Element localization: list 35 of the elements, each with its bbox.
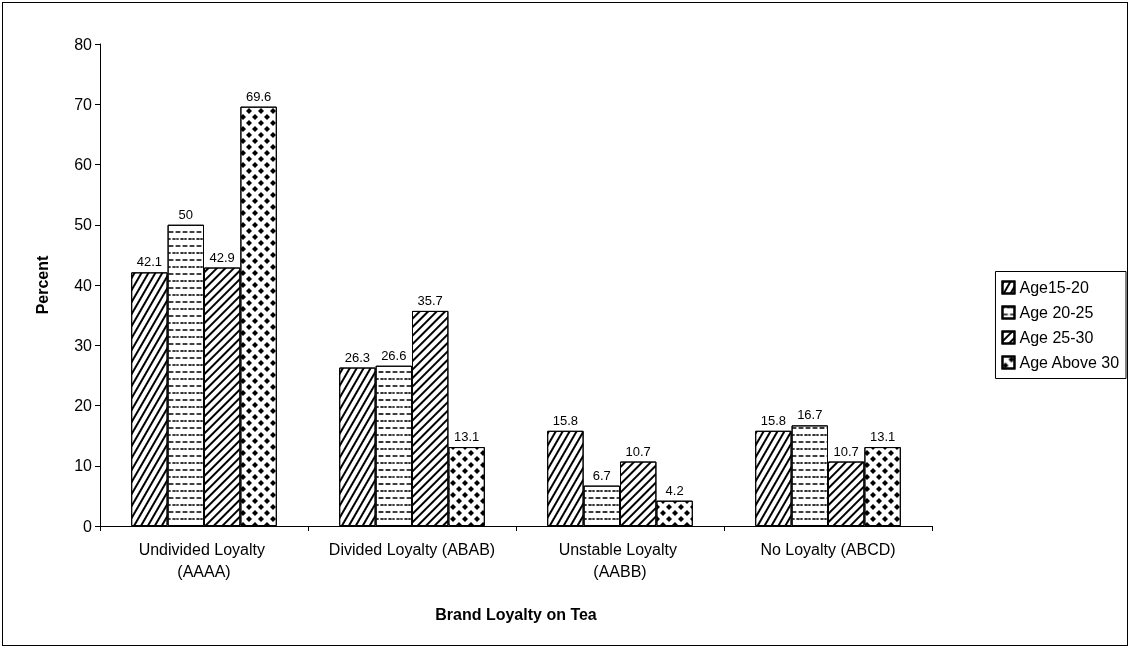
data-label: 26.3 (344, 349, 371, 365)
y-tick-label: 50 (74, 216, 93, 234)
y-axis-title: Percent (33, 254, 51, 315)
x-tick-label: Divided Loyalty (ABAB) (328, 540, 496, 558)
y-tick-label: 30 (74, 336, 93, 354)
data-label: 13.1 (869, 429, 896, 445)
y-tick-label: 60 (74, 156, 93, 173)
y-tick-label: 10 (74, 457, 93, 475)
y-tick-label: 40 (74, 276, 93, 294)
y-tick-label: 20 (74, 397, 93, 414)
data-label: 10.7 (833, 443, 859, 459)
data-label: 15.8 (552, 412, 579, 428)
data-label: 15.8 (760, 412, 787, 428)
data-label: 13.1 (453, 429, 480, 445)
data-label: 26.6 (381, 347, 407, 363)
data-label: 69.6 (245, 88, 272, 104)
data-label: 42.1 (136, 254, 163, 270)
legend-label: Age 20-25 (1019, 304, 1094, 321)
y-tick-label: 80 (74, 35, 93, 53)
y-tick-label: 0 (83, 517, 93, 535)
legend-label: Age 25-30 (1019, 329, 1094, 346)
data-label: 4.2 (665, 482, 684, 498)
legend-label: Age Above 30 (1019, 354, 1120, 371)
x-axis-title: Brand Loyalty on Tea (435, 605, 597, 623)
data-label: 35.7 (417, 292, 443, 308)
data-label: 42.9 (209, 249, 235, 265)
data-label: 50 (178, 206, 194, 222)
x-tick-label: Undivided Loyalty (AAAA) (138, 540, 270, 580)
data-label: 16.7 (797, 407, 823, 423)
data-label: 6.7 (592, 467, 611, 483)
y-tick-label: 70 (74, 95, 93, 113)
x-tick-label: Unstable Loyalty (AABB) (558, 540, 682, 580)
legend-label: Age15-20 (1019, 279, 1089, 296)
x-tick-label: No Loyalty (ABCD) (760, 540, 896, 558)
data-label: 10.7 (625, 443, 651, 459)
